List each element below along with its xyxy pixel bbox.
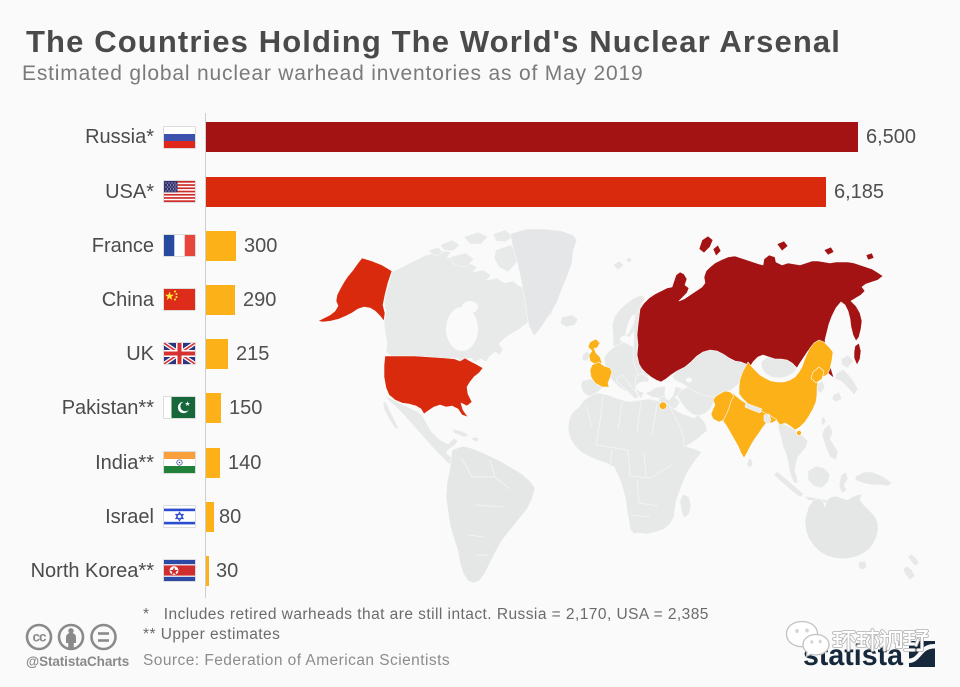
svg-text:cc: cc <box>32 630 47 645</box>
